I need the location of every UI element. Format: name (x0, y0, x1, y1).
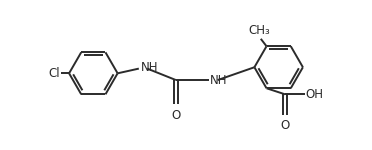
Text: NH: NH (210, 74, 228, 87)
Text: Cl: Cl (48, 67, 60, 80)
Text: OH: OH (305, 88, 323, 101)
Text: O: O (171, 109, 180, 122)
Text: NH: NH (141, 61, 158, 74)
Text: O: O (280, 119, 290, 132)
Text: CH₃: CH₃ (248, 24, 270, 38)
